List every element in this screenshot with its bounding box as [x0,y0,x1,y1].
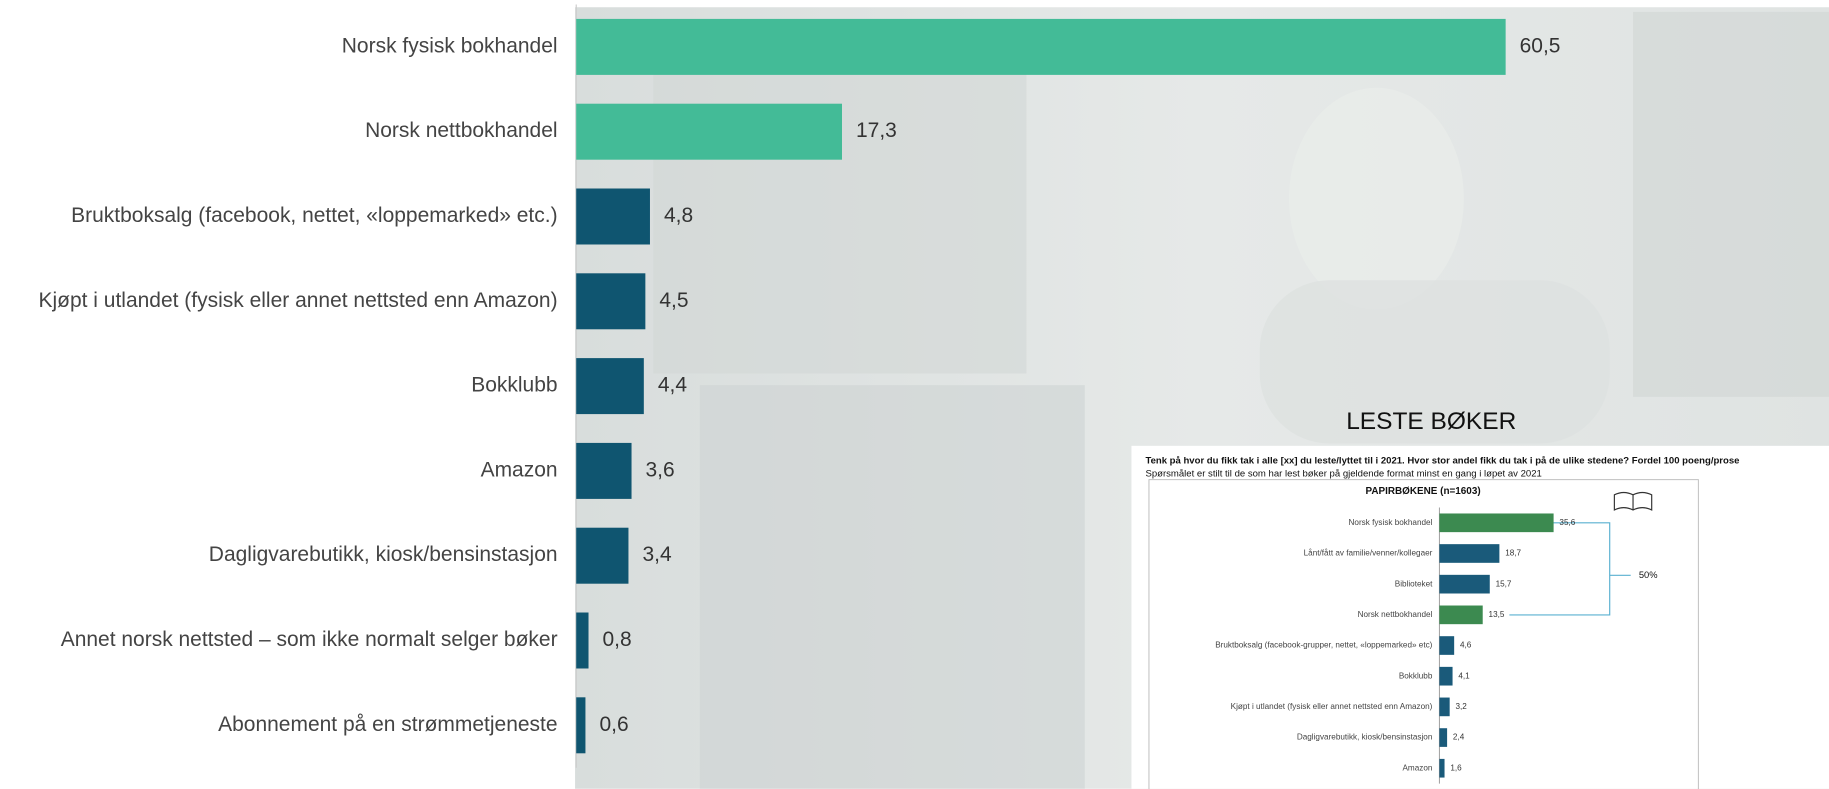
category-label: Bokklubb [471,374,557,397]
value-label: 17,3 [856,119,897,142]
category-label: Norsk nettbokhandel [365,119,557,142]
bar [576,273,646,330]
inset-panel-title: PAPIRBØKENE (n=1603) [1365,486,1480,497]
value-label: 4,5 [659,289,688,312]
bar [576,188,650,245]
category-label: Kjøpt i utlandet (fysisk eller annet net… [1231,702,1433,711]
category-label: Norsk fysisk bokhandel [342,34,558,57]
value-label: 3,6 [646,458,675,481]
bar [576,612,589,669]
value-label: 18,7 [1505,549,1521,558]
value-label: 0,8 [603,628,632,651]
value-label: 35,6 [1559,518,1575,527]
value-label: 60,5 [1520,34,1561,57]
value-label: 4,6 [1460,641,1472,650]
category-label: Biblioteket [1395,579,1433,588]
category-label: Dagligvarebutikk, kiosk/bensinstasjon [209,543,558,566]
bar [1439,636,1455,655]
value-label: 3,2 [1456,702,1468,711]
bar [1439,605,1483,625]
bar [576,697,586,754]
bar [576,442,632,499]
annotation: 50% [1639,570,1658,580]
category-label: Bruktboksalg (facebook, nettet, «loppema… [71,204,557,227]
inset-note: Spørsmålet er stilt til de som har lest … [1145,468,1541,479]
background-photo [575,7,1829,789]
category-label: Kjøpt i utlandet (fysisk eller annet net… [39,289,558,312]
bar [1439,697,1450,717]
bar [1439,544,1500,563]
value-label: 13,5 [1489,610,1505,619]
bar [1439,513,1554,533]
bar [576,103,842,160]
category-label: Dagligvarebutikk, kiosk/bensinstasjon [1297,733,1433,742]
category-label: Abonnement på en strømmetjeneste [218,713,557,736]
bar [1439,666,1453,686]
value-label: 4,4 [658,374,688,397]
bar [1439,574,1490,594]
category-label: Amazon [1402,763,1432,772]
category-label: Lånt/fått av familie/venner/kollegaer [1304,548,1433,558]
inset-subtitle: Tenk på hvor du fikk tak i alle [xx] du … [1145,456,1739,467]
value-label: 3,4 [642,543,672,566]
category-label: Bokklubb [1399,671,1433,680]
value-label: 4,1 [1458,671,1470,680]
category-label: Norsk nettbokhandel [1358,610,1433,619]
category-label: Annet norsk nettsted – som ikke normalt … [61,628,558,651]
bar [1439,758,1445,778]
value-label: 15,7 [1496,579,1512,588]
value-label: 0,6 [599,713,628,736]
bar [576,18,1506,75]
value-label: 2,4 [1453,733,1465,742]
bar [576,358,644,415]
bar [576,527,629,584]
category-label: Bruktboksalg (facebook-grupper, nettet, … [1215,641,1432,650]
category-label: Norsk fysisk bokhandel [1349,518,1433,527]
inset-title: LESTE BØKER [1346,408,1516,435]
category-label: Amazon [481,458,558,481]
bar [1439,728,1448,747]
value-label: 4,8 [664,204,693,227]
value-label: 1,6 [1450,763,1462,772]
